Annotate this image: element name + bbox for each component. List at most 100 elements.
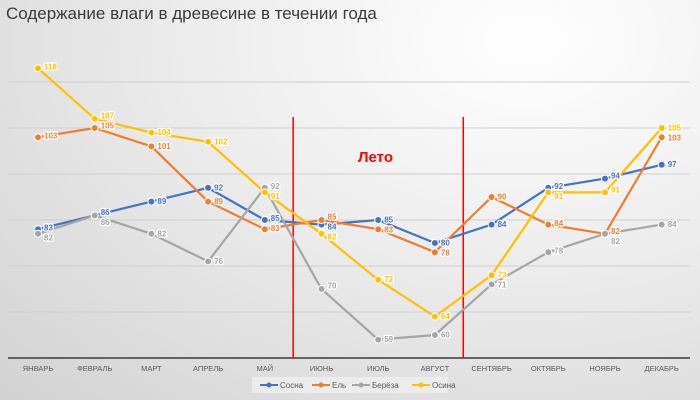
series-line-Берёза bbox=[37, 185, 662, 341]
data-point bbox=[204, 137, 213, 146]
data-point bbox=[317, 216, 326, 224]
data-label: 103 bbox=[668, 133, 682, 142]
data-point bbox=[374, 335, 383, 344]
x-tick-label: ЯНВАРЬ bbox=[23, 364, 54, 373]
data-label: 91 bbox=[611, 185, 620, 194]
data-label: 92 bbox=[554, 182, 563, 191]
x-tick-label: НОЯБРЬ bbox=[589, 364, 620, 373]
data-point bbox=[260, 188, 269, 197]
data-point bbox=[374, 216, 383, 224]
data-label: 118 bbox=[44, 62, 57, 71]
data-point bbox=[657, 160, 666, 169]
data-label: 83 bbox=[44, 223, 53, 232]
data-point bbox=[204, 257, 213, 266]
legend-marker bbox=[418, 382, 424, 388]
data-point bbox=[487, 271, 496, 280]
data-label: 82 bbox=[611, 237, 620, 246]
data-point bbox=[147, 142, 156, 151]
x-tick-label: ДЕКАБРЬ bbox=[645, 364, 679, 373]
data-label: 103 bbox=[44, 131, 58, 140]
data-label: 72 bbox=[384, 275, 393, 284]
summer-annotation: Лето bbox=[358, 149, 393, 166]
data-point bbox=[430, 331, 439, 339]
data-label: 90 bbox=[498, 192, 507, 201]
data-point bbox=[601, 188, 609, 197]
data-point bbox=[90, 124, 99, 132]
series-line-Сосна bbox=[37, 163, 662, 245]
data-label: 73 bbox=[498, 271, 507, 280]
data-label: 89 bbox=[157, 197, 166, 206]
data-point bbox=[544, 188, 553, 197]
data-label: 82 bbox=[611, 227, 620, 236]
data-point bbox=[317, 229, 326, 238]
data-point bbox=[90, 114, 99, 123]
x-tick-label: АПРЕЛЬ bbox=[193, 364, 223, 373]
chart-title: Содержание влаги в древесине в течении г… bbox=[6, 4, 377, 23]
data-label: 82 bbox=[157, 229, 166, 238]
data-label: 83 bbox=[384, 225, 393, 234]
data-label: 86 bbox=[101, 208, 110, 217]
data-label: 107 bbox=[101, 112, 115, 121]
data-point bbox=[260, 216, 269, 224]
data-label: 105 bbox=[668, 123, 682, 132]
data-label: 85 bbox=[271, 214, 280, 223]
data-label: 94 bbox=[611, 172, 620, 181]
data-label: 84 bbox=[328, 223, 337, 232]
data-point bbox=[34, 64, 42, 73]
x-tick-label: МАРТ bbox=[141, 364, 162, 373]
data-point bbox=[260, 225, 269, 234]
data-label: 70 bbox=[328, 282, 337, 291]
legend-marker bbox=[266, 382, 272, 388]
data-point bbox=[601, 174, 609, 183]
data-label: 82 bbox=[328, 233, 337, 242]
x-tick-label: МАЙ bbox=[256, 364, 273, 373]
x-tick-label: СЕНТЯБРЬ bbox=[471, 364, 512, 373]
data-label: 92 bbox=[271, 182, 280, 191]
legend-label: Осина bbox=[432, 381, 456, 390]
data-point bbox=[147, 197, 156, 206]
data-point bbox=[430, 312, 439, 321]
data-label: 102 bbox=[214, 137, 228, 146]
data-point bbox=[374, 225, 383, 234]
data-label: 97 bbox=[668, 160, 677, 169]
data-point bbox=[204, 183, 213, 192]
data-label: 84 bbox=[498, 220, 507, 229]
data-label: 84 bbox=[668, 220, 677, 229]
data-label: 91 bbox=[271, 192, 280, 201]
data-label: 59 bbox=[384, 335, 393, 344]
data-label: 78 bbox=[554, 246, 563, 255]
data-point bbox=[374, 275, 383, 284]
data-label: 91 bbox=[554, 192, 563, 201]
legend-label: Ель bbox=[332, 381, 346, 390]
data-label: 89 bbox=[214, 197, 223, 206]
data-label: 60 bbox=[441, 330, 450, 339]
data-point bbox=[487, 220, 496, 229]
data-point bbox=[430, 239, 439, 247]
data-label: 85 bbox=[384, 215, 393, 224]
x-tick-label: ФЕВРАЛЬ bbox=[77, 364, 112, 373]
data-point bbox=[487, 193, 496, 201]
data-point bbox=[601, 229, 609, 238]
data-label: 101 bbox=[157, 142, 171, 151]
data-point bbox=[90, 211, 99, 220]
data-point bbox=[34, 229, 42, 238]
data-label: 84 bbox=[554, 219, 563, 228]
data-label: 105 bbox=[101, 122, 115, 131]
data-point bbox=[657, 124, 666, 132]
data-point bbox=[34, 133, 42, 142]
data-label: 104 bbox=[157, 128, 171, 137]
legend-marker bbox=[358, 382, 364, 388]
legend-label: Берёза bbox=[372, 381, 399, 390]
legend bbox=[252, 377, 448, 393]
x-tick-label: ОКТЯБРЬ bbox=[531, 364, 566, 373]
data-point bbox=[657, 133, 666, 142]
data-point bbox=[430, 248, 439, 257]
data-label: 86 bbox=[101, 218, 110, 227]
data-label: 82 bbox=[44, 233, 53, 242]
data-point bbox=[147, 128, 156, 137]
data-point bbox=[204, 197, 213, 206]
data-point bbox=[544, 220, 553, 229]
data-point bbox=[657, 220, 666, 229]
legend-marker bbox=[318, 382, 324, 388]
